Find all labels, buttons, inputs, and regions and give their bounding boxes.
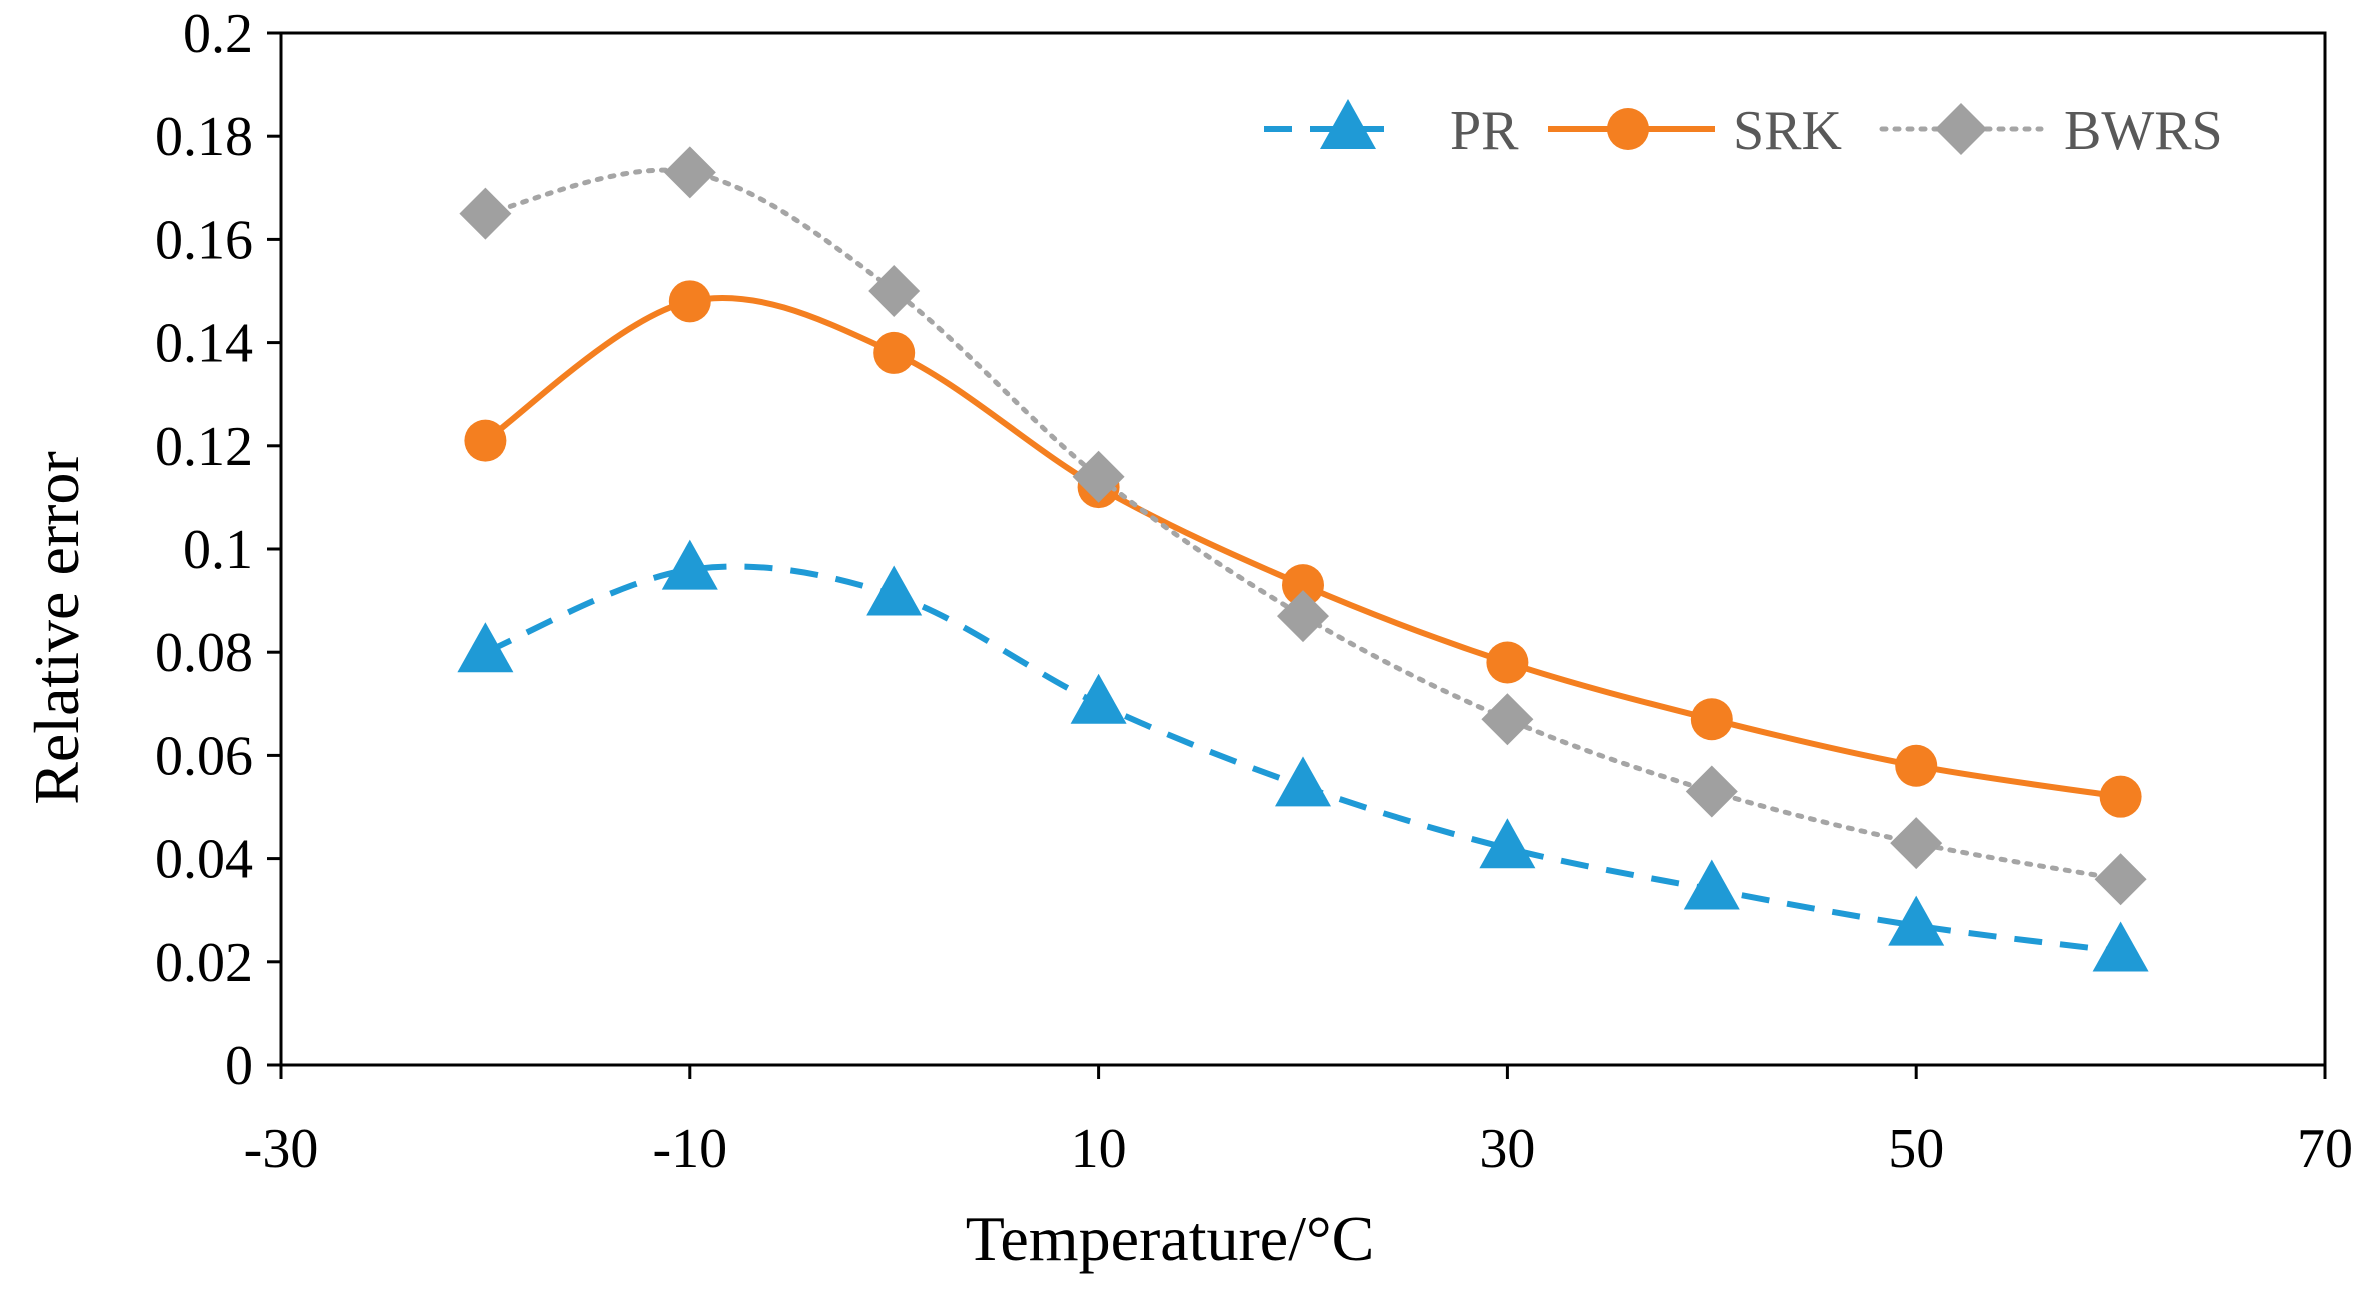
y-tick-label: 0.08 bbox=[155, 622, 253, 684]
plot-area-frame bbox=[279, 31, 2327, 1067]
legend-label-srk: SRK bbox=[1733, 100, 1842, 162]
series-bwrs bbox=[459, 146, 2147, 906]
data-point-pr bbox=[1683, 859, 1740, 910]
series-line-srk bbox=[483, 295, 2122, 800]
x-tick-label: 30 bbox=[1479, 1118, 1535, 1180]
data-point-srk bbox=[873, 331, 916, 374]
x-tick-label: 50 bbox=[1888, 1118, 1944, 1180]
y-tick-label: 0.04 bbox=[155, 829, 253, 891]
data-point-bwrs bbox=[1481, 693, 1534, 746]
data-point-srk bbox=[1690, 698, 1733, 741]
data-point-bwrs bbox=[459, 187, 512, 240]
data-point-bwrs bbox=[1277, 590, 1329, 643]
data-point-bwrs bbox=[2094, 853, 2147, 906]
y-tick-label: 0 bbox=[225, 1035, 253, 1097]
data-point-pr bbox=[1479, 818, 1536, 869]
data-point-bwrs bbox=[1685, 765, 1738, 818]
x-tick-label: 10 bbox=[1071, 1118, 1127, 1180]
series-pr bbox=[457, 539, 2149, 972]
legend-item-pr: PR bbox=[1264, 99, 1519, 162]
y-tick-label: 0.14 bbox=[155, 313, 253, 375]
data-point-srk bbox=[464, 419, 507, 462]
x-tick-label: -10 bbox=[652, 1118, 727, 1180]
x-tick-label: -30 bbox=[244, 1118, 319, 1180]
y-tick-label: 0.02 bbox=[155, 932, 253, 994]
data-point-bwrs bbox=[868, 265, 921, 317]
legend-item-bwrs: BWRS bbox=[1879, 100, 2223, 162]
legend-marker-bwrs bbox=[1935, 103, 1987, 155]
y-tick-label: 0.2 bbox=[183, 3, 253, 65]
data-point-srk bbox=[1486, 641, 1529, 684]
data-point-pr bbox=[866, 565, 923, 616]
legend-marker-pr bbox=[1320, 99, 1376, 149]
legend-item-srk: SRK bbox=[1548, 100, 1842, 162]
data-point-pr bbox=[1888, 895, 1945, 946]
y-axis-title: Relative error bbox=[21, 451, 92, 805]
data-point-srk bbox=[2099, 775, 2142, 818]
data-point-bwrs bbox=[663, 146, 716, 199]
data-point-pr bbox=[1070, 673, 1127, 724]
legend-label-pr: PR bbox=[1450, 100, 1519, 162]
data-point-pr bbox=[661, 539, 718, 590]
data-point-pr bbox=[457, 622, 514, 673]
data-point-pr bbox=[2092, 921, 2149, 972]
x-tick-label: 70 bbox=[2297, 1118, 2353, 1180]
data-point-bwrs bbox=[1072, 450, 1125, 503]
data-point-srk bbox=[1282, 564, 1324, 607]
data-point-pr bbox=[1275, 756, 1331, 807]
x-axis-title: Temperature/°C bbox=[966, 1203, 1375, 1274]
legend-label-bwrs: BWRS bbox=[2064, 100, 2223, 162]
y-tick-label: 0.16 bbox=[155, 209, 253, 271]
data-point-srk bbox=[1895, 744, 1938, 787]
y-tick-label: 0.12 bbox=[155, 416, 253, 478]
legend-marker-srk bbox=[1607, 108, 1649, 150]
data-point-bwrs bbox=[1890, 817, 1943, 870]
y-tick-label: 0.1 bbox=[183, 519, 253, 581]
y-tick-label: 0.18 bbox=[155, 106, 253, 168]
series-srk bbox=[464, 280, 2142, 818]
y-tick-label: 0.06 bbox=[155, 725, 253, 787]
data-point-srk bbox=[668, 280, 711, 323]
